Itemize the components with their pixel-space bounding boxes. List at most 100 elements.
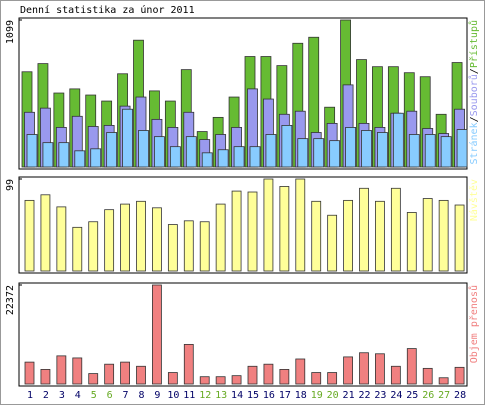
x-tick-label: 9 xyxy=(154,390,160,401)
legend-separator: / xyxy=(469,68,480,74)
bar xyxy=(217,149,229,168)
x-tick-label: 25 xyxy=(406,390,418,401)
bar xyxy=(297,138,309,168)
legend-entry: Návštěv xyxy=(468,179,480,221)
bar xyxy=(167,224,178,272)
bar xyxy=(343,356,353,385)
bar xyxy=(406,348,417,385)
bar xyxy=(24,199,35,272)
bar xyxy=(329,140,341,168)
x-tick-label: 5 xyxy=(91,390,97,401)
x-tick-label: 23 xyxy=(374,390,386,401)
bar xyxy=(42,142,54,168)
x-tick-label: 6 xyxy=(107,390,113,401)
x-tick-label: 27 xyxy=(438,390,450,401)
bar xyxy=(327,372,338,385)
bar xyxy=(392,112,404,168)
bar xyxy=(215,203,226,272)
bar xyxy=(199,221,210,272)
x-tick-label: 16 xyxy=(263,390,275,401)
x-tick-label: 2 xyxy=(43,390,49,401)
bar xyxy=(279,369,290,385)
bar xyxy=(104,363,115,385)
bar xyxy=(152,207,162,272)
bar xyxy=(327,214,338,272)
bar xyxy=(345,127,356,168)
bar xyxy=(263,363,274,385)
legend-entry: Přístupů xyxy=(468,20,480,68)
bar xyxy=(185,136,197,168)
bar xyxy=(58,142,70,168)
bar xyxy=(438,377,449,385)
bar xyxy=(377,132,388,168)
bar xyxy=(375,353,385,385)
y-tick-label: 1099 xyxy=(5,20,16,44)
bar xyxy=(56,355,67,385)
bar xyxy=(440,136,452,168)
bar xyxy=(56,206,67,272)
bar xyxy=(295,178,306,272)
bar xyxy=(375,200,385,272)
bar xyxy=(361,130,372,168)
bar xyxy=(120,203,130,272)
legend-entry: Souborů xyxy=(468,74,480,116)
x-tick-label: 10 xyxy=(167,390,179,401)
bar xyxy=(311,200,322,272)
bar xyxy=(281,125,293,168)
x-tick-label: 21 xyxy=(343,390,355,401)
bar xyxy=(215,376,226,385)
bar xyxy=(106,132,118,168)
y-tick-label: 99 xyxy=(5,179,16,191)
y-tick-label: 22372 xyxy=(5,285,16,315)
bar xyxy=(40,369,51,385)
bar xyxy=(74,150,86,168)
bar xyxy=(88,373,99,385)
bar xyxy=(26,134,38,168)
bar xyxy=(199,376,210,385)
bar xyxy=(422,198,433,272)
bar xyxy=(233,146,245,168)
bar xyxy=(120,361,130,385)
bar xyxy=(72,226,83,272)
x-tick-label: 22 xyxy=(358,390,370,401)
bar xyxy=(295,358,306,385)
legend-separator: / xyxy=(469,116,480,122)
x-tick-label: 4 xyxy=(75,390,81,401)
legend-entry: Stránek xyxy=(468,122,480,164)
bar xyxy=(343,199,353,272)
x-tick-label: 24 xyxy=(390,390,402,401)
bar xyxy=(90,148,102,168)
legend: Stránek/Souborů/Přístupů xyxy=(468,20,480,165)
bar xyxy=(169,146,181,168)
bar xyxy=(424,134,436,168)
bar xyxy=(359,352,369,385)
bar xyxy=(136,200,146,272)
bar xyxy=(313,138,325,168)
legend: Návštěv xyxy=(468,179,480,221)
x-tick-label: 17 xyxy=(279,390,291,401)
x-tick-label: 7 xyxy=(123,390,129,401)
bar xyxy=(438,199,449,272)
bar xyxy=(422,367,433,385)
bar xyxy=(265,134,277,168)
x-tick-label: 8 xyxy=(138,390,144,401)
bar xyxy=(390,187,401,272)
bar xyxy=(311,372,322,385)
x-tick-label: 12 xyxy=(199,390,211,401)
bar xyxy=(359,187,369,272)
x-tick-label: 18 xyxy=(295,390,307,401)
x-tick-label: 14 xyxy=(231,390,243,401)
bar xyxy=(454,204,465,272)
bar xyxy=(406,212,417,272)
legend-entry: Objem přenosů xyxy=(468,285,480,363)
bar xyxy=(104,209,115,272)
bar xyxy=(136,365,146,385)
bar xyxy=(279,186,290,272)
bar xyxy=(88,221,99,272)
bar xyxy=(24,361,35,385)
bar xyxy=(249,146,261,168)
x-tick-label: 11 xyxy=(183,390,195,401)
x-tick-label: 26 xyxy=(422,390,434,401)
x-tick-label: 3 xyxy=(59,390,65,401)
